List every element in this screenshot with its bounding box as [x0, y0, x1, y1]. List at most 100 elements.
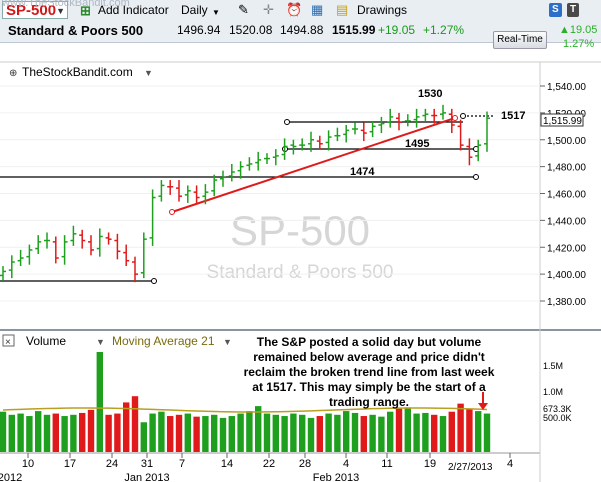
price-axis-label: 1,380.00: [547, 297, 586, 308]
price-bar: [440, 104, 446, 120]
price-bar: [316, 135, 323, 150]
t-badge[interactable]: T: [567, 3, 580, 17]
line-handle[interactable]: [284, 119, 290, 125]
line-handle[interactable]: [151, 278, 157, 284]
x-axis-label: 14: [221, 458, 233, 470]
line-handle[interactable]: [473, 174, 479, 180]
volume-bar: [422, 412, 429, 452]
volume-bar: [87, 409, 95, 452]
price-bar: [70, 225, 77, 246]
collapse-icon[interactable]: ⊕: [9, 68, 17, 79]
volume-bar: [369, 414, 376, 452]
volume-bar: [123, 402, 130, 452]
price-bar: [264, 153, 270, 164]
volume-bar: [263, 413, 271, 452]
quote-high: 1520.08: [229, 23, 273, 37]
price-axis-label: 1,540.00: [547, 82, 586, 93]
price-bar: [140, 232, 147, 279]
price-bar: [26, 244, 33, 265]
drawings-button[interactable]: Drawings: [357, 3, 408, 17]
price-axis-label: 1,420.00: [547, 243, 586, 254]
price-bar: [413, 108, 420, 128]
x-axis-label: 17: [64, 458, 76, 470]
volume-bar: [26, 416, 33, 452]
x-axis-label: 4: [343, 458, 349, 470]
chevron-down-icon[interactable]: ▼: [96, 337, 105, 347]
volume-bar: [211, 414, 218, 452]
volume-bar: [307, 417, 315, 452]
last-price-tag-box: [540, 113, 584, 127]
instrument-name: Standard & Poors 500: [8, 23, 144, 38]
price-bar: [246, 157, 253, 171]
volume-bar: [237, 413, 244, 452]
close-pane-button[interactable]: [2, 334, 15, 347]
price-bar: [114, 233, 121, 260]
volume-bar: [0, 411, 7, 452]
volume-bar: [475, 411, 482, 452]
period-select[interactable]: Daily: [181, 3, 208, 17]
chevron-down-icon[interactable]: ▼: [223, 337, 232, 347]
price-bar: [475, 139, 482, 162]
level-label: 1474: [350, 166, 375, 178]
volume-bar: [316, 416, 323, 452]
volume-bar: [483, 413, 491, 452]
moving-average-line: [2, 407, 488, 413]
toolbar-row-main: SP-500 ▼ ⊞ Add Indicator Daily ▼ ✎ ✛ ⏰ ▦…: [0, 0, 601, 20]
volume-bar: [228, 416, 235, 452]
line-handle[interactable]: [169, 209, 175, 215]
price-bar: [466, 138, 473, 166]
price-bar: [396, 112, 402, 131]
quote-low: 1494.88: [280, 23, 324, 37]
chevron-down-icon[interactable]: ▼: [144, 68, 153, 78]
price-bar: [325, 130, 332, 151]
price-bar: [105, 232, 112, 245]
volume-bar: [61, 416, 68, 452]
price-bar: [202, 184, 209, 205]
calculator-icon[interactable]: ▦: [311, 2, 324, 17]
level-label: 1517: [501, 110, 525, 122]
volume-bar: [378, 416, 385, 452]
x-axis-label: 10: [22, 458, 34, 470]
volume-bar: [299, 414, 306, 452]
volume-bar: [202, 416, 209, 452]
realtime-button[interactable]: Real-Time: [493, 31, 547, 49]
price-bar: [334, 127, 341, 142]
price-bar: [44, 232, 50, 249]
x-axis-label: 19: [424, 458, 436, 470]
symbol-input[interactable]: SP-500 ▼: [2, 1, 68, 19]
alarm-clock-icon[interactable]: ⏰: [286, 2, 303, 17]
volume-bar: [387, 411, 394, 452]
line-handle[interactable]: [452, 115, 458, 121]
price-bar: [308, 131, 314, 152]
symbol-text: SP-500: [6, 2, 57, 19]
annotation-text: The S&P posted a solid day but volume re…: [243, 335, 495, 409]
volume-bar: [272, 414, 279, 452]
watermark-url: www.TheStockBandit.com: [2, 0, 130, 9]
price-bar: [290, 139, 297, 155]
price-bar: [132, 256, 138, 283]
volume-bar: [334, 414, 341, 452]
line-handle[interactable]: [460, 113, 466, 119]
last-price-tag: 1,515.99: [543, 116, 582, 127]
x-axis-month-label: Jan 2013: [124, 472, 169, 482]
volume-bar: [290, 413, 297, 452]
wrench-icon[interactable]: ✎: [238, 2, 249, 17]
price-bar: [0, 266, 6, 281]
price-bar: [211, 174, 218, 197]
trend-line[interactable]: [171, 117, 456, 213]
volume-bar: [79, 412, 86, 452]
x-axis-month-label: Feb 2013: [313, 472, 359, 482]
notes-icon[interactable]: ▤: [336, 2, 349, 17]
price-bar: [255, 151, 262, 171]
price-axis-label: 1,480.00: [547, 163, 586, 174]
price-bar: [272, 149, 279, 166]
crosshair-icon[interactable]: ✛: [263, 2, 274, 17]
s-badge[interactable]: S: [549, 3, 562, 17]
price-bar: [35, 235, 42, 254]
x-axis-label: 24: [106, 458, 118, 470]
add-indicator-button[interactable]: Add Indicator: [98, 3, 169, 17]
close-icon[interactable]: ×: [5, 337, 11, 348]
price-bar: [184, 185, 191, 203]
volume-bar: [395, 408, 403, 452]
